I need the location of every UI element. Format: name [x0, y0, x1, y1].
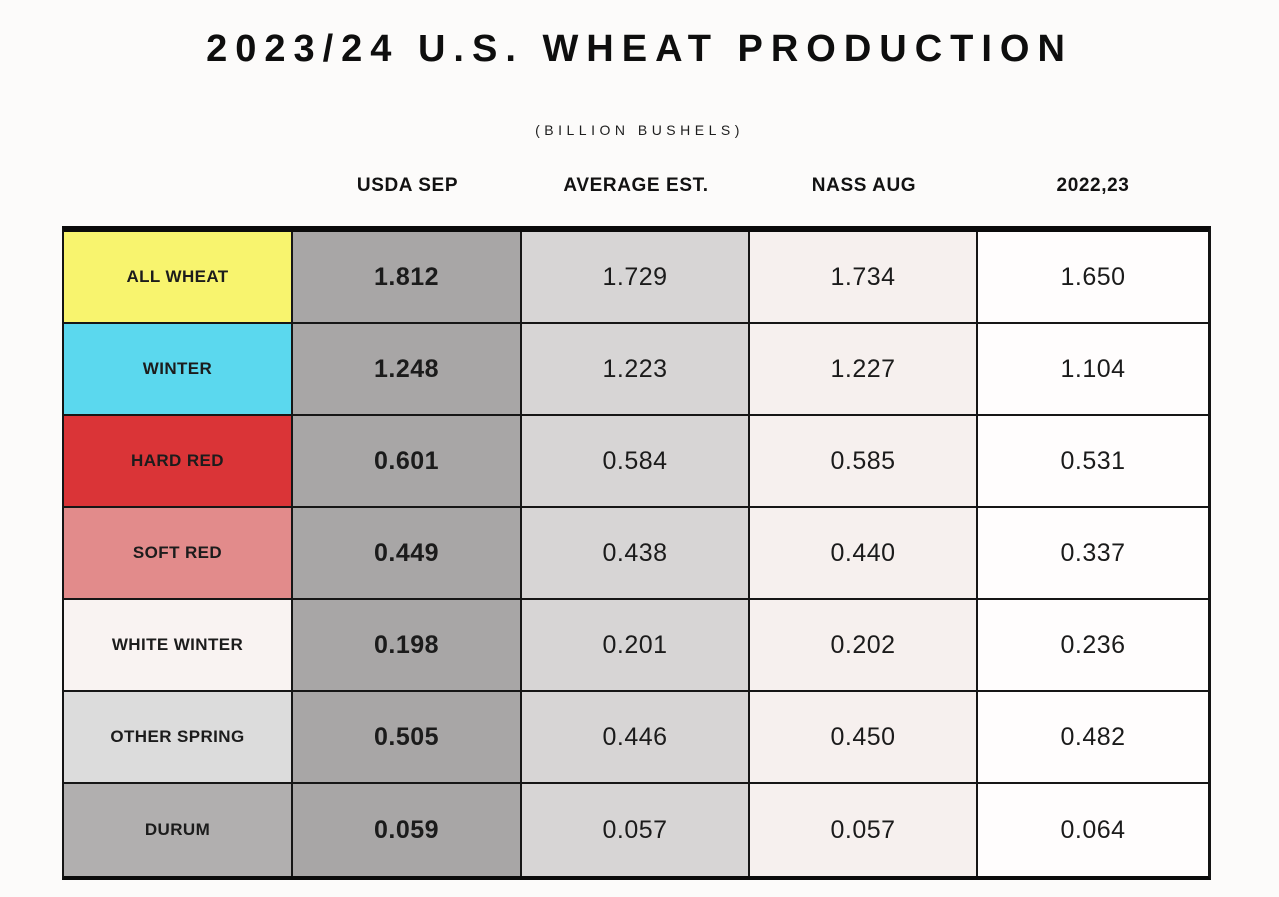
column-header: AVERAGE EST. — [563, 175, 709, 196]
table-row: WINTER 1.248 1.223 1.227 1.104 — [64, 324, 1208, 416]
row-label: WHITE WINTER — [64, 600, 293, 692]
value-cell: 0.202 — [750, 600, 978, 692]
value-cell: 0.584 — [522, 416, 750, 508]
value-cell: 1.104 — [978, 324, 1208, 416]
row-label: OTHER SPRING — [64, 692, 293, 784]
value-cell: 1.248 — [293, 324, 522, 416]
value-cell: 0.438 — [522, 508, 750, 600]
row-label: ALL WHEAT — [64, 232, 293, 324]
value-cell: 1.812 — [293, 232, 522, 324]
row-label: DURUM — [64, 784, 293, 876]
column-headers: USDA SEP AVERAGE EST. NASS AUG 2022,23 — [64, 174, 1279, 198]
value-cell: 0.236 — [978, 600, 1208, 692]
value-cell: 0.449 — [293, 508, 522, 600]
row-label: WINTER — [64, 324, 293, 416]
value-cell: 1.729 — [522, 232, 750, 324]
column-header: 2022,23 — [1056, 175, 1130, 196]
column-header: NASS AUG — [811, 175, 917, 196]
value-cell: 0.450 — [750, 692, 978, 784]
table-row: ALL WHEAT 1.812 1.729 1.734 1.650 — [64, 232, 1208, 324]
value-cell: 1.227 — [750, 324, 978, 416]
value-cell: 0.440 — [750, 508, 978, 600]
value-cell: 0.198 — [293, 600, 522, 692]
row-label: SOFT RED — [64, 508, 293, 600]
wheat-production-table: ALL WHEAT 1.812 1.729 1.734 1.650 WINTER 1.248… — [62, 226, 1211, 880]
value-cell: 0.201 — [522, 600, 750, 692]
value-cell: 0.505 — [293, 692, 522, 784]
value-cell: 1.223 — [522, 324, 750, 416]
value-cell: 0.057 — [522, 784, 750, 876]
table-row: DURUM 0.059 0.057 0.057 0.064 — [64, 784, 1208, 876]
value-cell: 0.059 — [293, 784, 522, 876]
value-cell: 0.446 — [522, 692, 750, 784]
value-cell: 0.482 — [978, 692, 1208, 784]
value-cell: 1.650 — [978, 232, 1208, 324]
value-cell: 1.734 — [750, 232, 978, 324]
page-subtitle: (BILLION BUSHELS) — [535, 122, 744, 138]
header-spacer — [64, 174, 293, 198]
value-cell: 0.337 — [978, 508, 1208, 600]
table-row: OTHER SPRING 0.505 0.446 0.450 0.482 — [64, 692, 1208, 784]
value-cell: 0.064 — [978, 784, 1208, 876]
table-row: WHITE WINTER 0.198 0.201 0.202 0.236 — [64, 600, 1208, 692]
column-header: USDA SEP — [356, 175, 459, 196]
page-title: 2023/24 U.S. WHEAT PRODUCTION — [206, 28, 1073, 70]
row-label: HARD RED — [64, 416, 293, 508]
value-cell: 0.585 — [750, 416, 978, 508]
value-cell: 0.531 — [978, 416, 1208, 508]
value-cell: 0.057 — [750, 784, 978, 876]
value-cell: 0.601 — [293, 416, 522, 508]
table-row: SOFT RED 0.449 0.438 0.440 0.337 — [64, 508, 1208, 600]
table-row: HARD RED 0.601 0.584 0.585 0.531 — [64, 416, 1208, 508]
